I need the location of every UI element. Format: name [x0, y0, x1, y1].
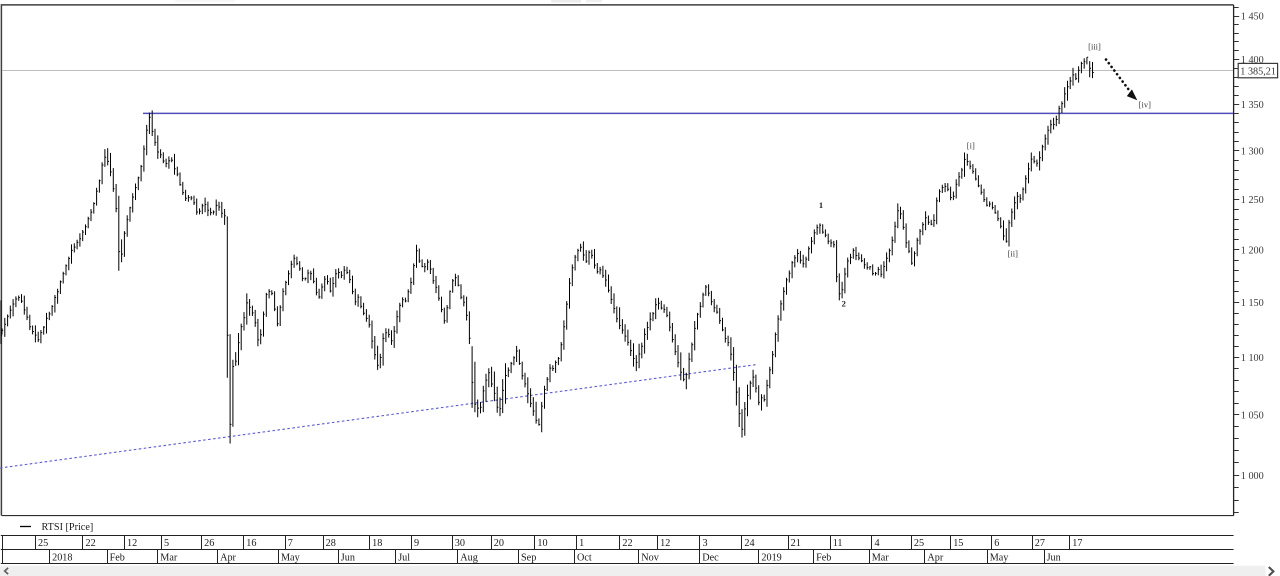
svg-text:Feb: Feb [110, 553, 125, 564]
svg-text:21: 21 [791, 538, 801, 549]
svg-text:2018: 2018 [52, 553, 72, 564]
svg-text:25: 25 [38, 538, 48, 549]
svg-text:[iv]: [iv] [1139, 100, 1151, 110]
svg-text:Mar: Mar [872, 553, 890, 564]
svg-text:1 200: 1 200 [1241, 245, 1264, 256]
svg-text:28: 28 [326, 538, 336, 549]
svg-text:RTSI [Price]: RTSI [Price] [42, 522, 94, 533]
svg-text:9: 9 [414, 538, 419, 549]
svg-text:1 300: 1 300 [1241, 147, 1264, 158]
svg-text:22: 22 [86, 538, 96, 549]
svg-text:1 000: 1 000 [1241, 471, 1264, 482]
svg-text:Nov: Nov [641, 553, 659, 564]
svg-text:Jun: Jun [1047, 553, 1061, 564]
svg-text:17: 17 [1072, 538, 1082, 549]
svg-text:[i]: [i] [967, 141, 975, 151]
svg-text:[iii]: [iii] [1088, 42, 1101, 52]
svg-text:Apr: Apr [927, 553, 943, 564]
svg-text:1 150: 1 150 [1241, 298, 1264, 309]
svg-text:18: 18 [372, 538, 382, 549]
svg-text:Aug: Aug [460, 553, 478, 564]
svg-text:May: May [990, 553, 1010, 564]
svg-text:26: 26 [204, 538, 214, 549]
svg-text:22: 22 [622, 538, 632, 549]
svg-text:Oct: Oct [577, 553, 592, 564]
svg-text:1 250: 1 250 [1241, 195, 1264, 206]
svg-text:12: 12 [660, 538, 670, 549]
svg-text:1 350: 1 350 [1241, 100, 1264, 111]
svg-text:1 400: 1 400 [1241, 55, 1264, 66]
svg-text:11: 11 [833, 538, 843, 549]
svg-text:May: May [281, 553, 301, 564]
svg-text:24: 24 [744, 538, 754, 549]
svg-text:1 385,21: 1 385,21 [1240, 67, 1276, 78]
svg-text:Sep: Sep [521, 553, 536, 564]
svg-text:1: 1 [579, 538, 584, 549]
svg-text:Apr: Apr [220, 553, 236, 564]
svg-text:16: 16 [246, 538, 256, 549]
svg-text:1: 1 [819, 200, 823, 210]
svg-text:2019: 2019 [761, 553, 781, 564]
svg-text:30: 30 [455, 538, 465, 549]
svg-text:Dec: Dec [702, 553, 719, 564]
svg-text:7: 7 [288, 538, 293, 549]
svg-text:5: 5 [164, 538, 169, 549]
svg-text:10: 10 [537, 538, 547, 549]
svg-text:Jul: Jul [398, 553, 410, 564]
svg-text:1 100: 1 100 [1241, 353, 1264, 364]
svg-text:[ii]: [ii] [1008, 249, 1019, 259]
svg-text:1 050: 1 050 [1241, 410, 1264, 421]
svg-text:2: 2 [842, 299, 846, 309]
svg-text:12: 12 [127, 538, 137, 549]
svg-text:20: 20 [494, 538, 504, 549]
svg-text:4: 4 [875, 538, 880, 549]
svg-text:Mar: Mar [160, 553, 178, 564]
svg-text:1 450: 1 450 [1241, 12, 1264, 23]
svg-text:Feb: Feb [816, 553, 831, 564]
svg-text:25: 25 [914, 538, 924, 549]
svg-text:3: 3 [703, 538, 708, 549]
svg-text:15: 15 [953, 538, 963, 549]
svg-text:6: 6 [994, 538, 999, 549]
svg-text:Jun: Jun [341, 553, 355, 564]
svg-text:27: 27 [1035, 538, 1045, 549]
